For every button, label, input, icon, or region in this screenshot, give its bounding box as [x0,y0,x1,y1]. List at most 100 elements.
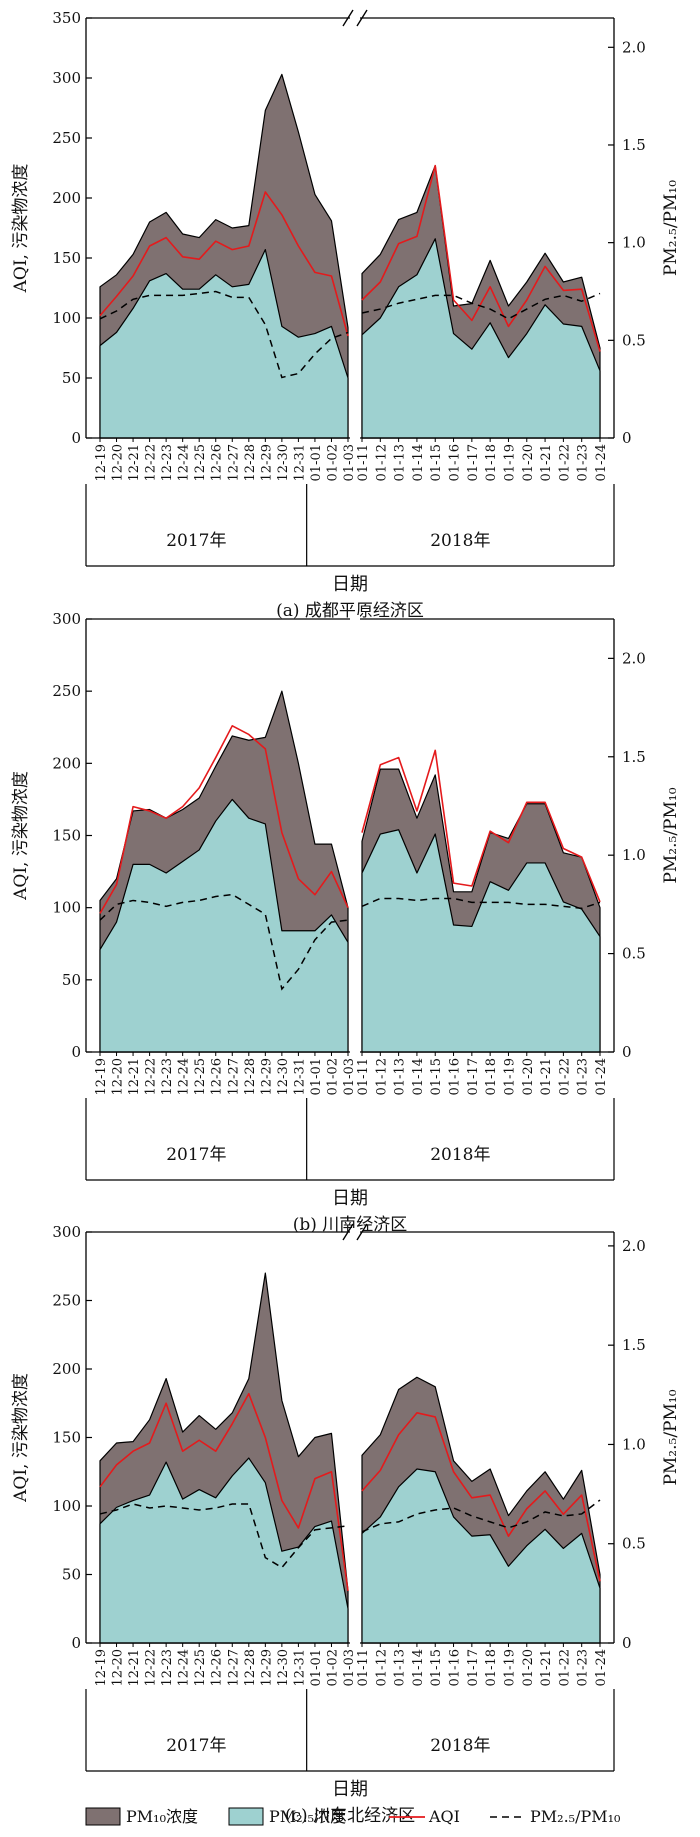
x-tick-label: 01-13 [393,1649,408,1686]
y-tick-label: 150 [52,249,81,267]
x-tick-label: 12-19 [94,1649,109,1686]
chart-panel-c: 12-19 12-20 12-21 12-22 12-23 12-24 12-25 12-26… [11,1223,681,1826]
x-tick-label: 12-20 [111,1649,126,1686]
y-tick-label: 50 [62,971,81,989]
pm25-legend-label: PM₂.₅浓度 [269,1807,346,1826]
y2-tick-label: 1.0 [622,234,646,252]
aqi-line [361,749,601,903]
x-tick-label: 12-21 [127,1058,142,1095]
y2-tick-label: 1.5 [622,748,646,766]
y-tick-label: 250 [52,129,81,147]
y-tick-label: 50 [62,1566,81,1584]
y2-tick-label: 1.5 [622,136,646,154]
x-tick-label: 01-15 [429,1649,444,1686]
x-tick-label: 12-31 [292,1058,307,1095]
x-tick-label: 01-01 [309,444,324,481]
x-tick-label: 01-03 [342,1058,357,1095]
x-tick-label: 01-12 [374,1058,389,1095]
x-tick-label: 12-21 [127,444,142,481]
x-tick-label: 12-27 [226,444,241,481]
y-tick-label: 0 [71,1634,81,1652]
y2-tick-label: 0 [622,1634,632,1652]
panel-caption: (c) 川东北经济区 [285,1806,415,1826]
x-tick-label: 12-24 [177,1649,192,1686]
x-tick-label: 12-28 [243,444,258,481]
y-axis-title: AQI, 污染物浓度 [11,1373,31,1503]
x-tick-label: 01-17 [466,444,481,481]
x-tick-label: 01-11 [356,1058,371,1095]
y-tick-label: 0 [71,1043,81,1061]
y-tick-label: 300 [52,1223,81,1241]
y-tick-label: 200 [52,754,81,772]
x-tick-label: 12-22 [144,1649,159,1686]
pm25-area [99,249,349,439]
aqi-legend-label: AQI [428,1807,460,1826]
y-tick-label: 100 [52,899,81,917]
y2-tick-label: 1.0 [622,846,646,864]
y-tick-label: 200 [52,189,81,207]
axis-break-mark [342,9,354,27]
x-tick-label: 12-27 [226,1649,241,1686]
x-tick-label: 12-24 [177,444,192,481]
x-tick-label: 01-02 [325,444,340,481]
panel-caption: (a) 成都平原经济区 [276,601,424,621]
x-tick-label: 12-21 [127,1649,142,1686]
x-tick-label: 12-25 [193,1058,208,1095]
x-tick-label: 01-19 [502,444,517,481]
y-tick-label: 100 [52,309,81,327]
axis-break-mark [356,1223,368,1241]
y-tick-label: 350 [52,9,81,27]
pm10-legend-label: PM₁₀浓度 [126,1807,198,1826]
x-tick-label: 12-30 [276,1058,291,1095]
y2-axis-title: PM₂.₅/PM₁₀ [661,787,681,883]
x-tick-label: 01-21 [539,444,554,481]
x-tick-label: 01-16 [448,444,463,481]
x-tick-label: 01-14 [411,1058,426,1095]
y2-tick-label: 2.0 [622,1237,646,1255]
x-tick-label: 12-27 [226,1058,241,1095]
x-tick-label: 01-21 [539,1058,554,1095]
x-tick-label: 01-23 [576,1058,591,1095]
x-tick-label: 01-15 [429,444,444,481]
x-tick-label: 01-21 [539,1649,554,1686]
y2-tick-label: 0.5 [622,331,646,349]
x-tick-label: 01-11 [356,444,371,481]
year-label: 2017年 [166,1736,226,1756]
x-tick-label: 01-01 [309,1649,324,1686]
year-label: 2017年 [166,1145,226,1165]
x-tick-label: 01-13 [393,1058,408,1095]
axis-break-mark [342,1223,354,1241]
x-tick-label: 01-14 [411,444,426,481]
x-tick-label: 01-22 [557,1649,572,1686]
y-tick-label: 150 [52,827,81,845]
x-tick-label: 12-23 [160,444,175,481]
x-tick-label: 01-12 [374,1649,389,1686]
x-tick-label: 12-28 [243,1058,258,1095]
x-tick-label: 12-23 [160,1649,175,1686]
x-tick-label: 12-26 [210,444,225,481]
x-tick-label: 12-19 [94,444,109,481]
x-tick-label: 01-17 [466,1649,481,1686]
x-tick-label: 01-14 [411,1649,426,1686]
x-tick-label: 12-19 [94,1058,109,1095]
legend: PM₁₀浓度 PM₂.₅浓度 AQI PM₂.₅/PM₁₀ [85,1807,620,1826]
x-tick-label: 01-16 [448,1649,463,1686]
axis-gap [350,615,360,1052]
x-tick-label: 01-03 [342,444,357,481]
year-label: 2018年 [430,531,490,551]
ratio-line [361,1499,601,1533]
pm10-legend-swatch [85,1807,121,1826]
x-tick-label: 01-24 [594,444,609,481]
y2-tick-label: 0 [622,429,632,447]
y2-axis-title: PM₂.₅/PM₁₀ [661,180,681,276]
x-tick-label: 01-13 [393,444,408,481]
x-tick-label: 12-31 [292,1649,307,1686]
x-tick-label: 12-25 [193,444,208,481]
x-tick-label: 01-17 [466,1058,481,1095]
x-tick-label: 12-26 [210,1058,225,1095]
y2-tick-label: 0.5 [622,945,646,963]
aqi-line [99,1392,349,1592]
x-tick-label: 01-01 [309,1058,324,1095]
x-tick-label: 12-29 [259,1058,274,1095]
x-tick-label: 12-23 [160,1058,175,1095]
